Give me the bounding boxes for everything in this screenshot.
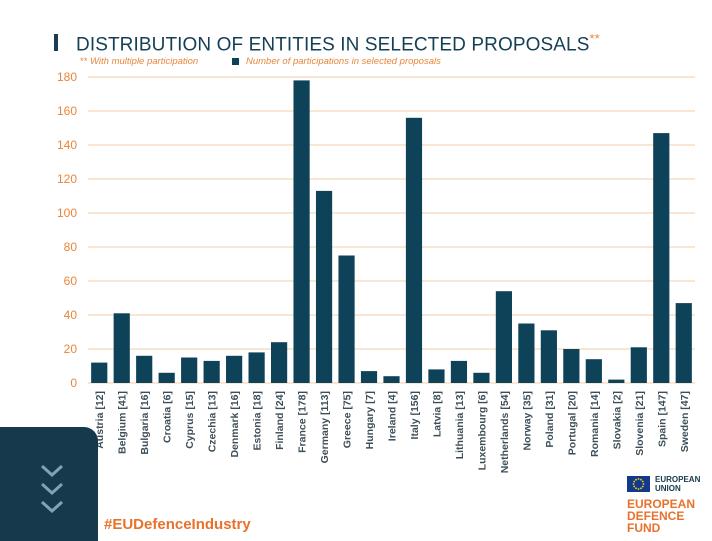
- x-tick-label: Estonia [18]: [252, 391, 264, 451]
- chart-title: DISTRIBUTION OF ENTITIES IN SELECTED PRO…: [76, 31, 600, 56]
- x-tick-label: Ireland [4]: [387, 391, 399, 441]
- eu-logo-text: EUROPEAN UNION: [655, 475, 705, 493]
- edf-line-3: FUND: [627, 521, 661, 535]
- bar: [338, 255, 355, 383]
- y-tick-label: 0: [70, 376, 77, 390]
- x-tick-label: Austria [12]: [94, 391, 106, 449]
- edf-logo-text: EUROPEAN DEFENCE FUND: [627, 498, 707, 534]
- bar: [473, 372, 490, 383]
- x-tick-label: Finland [24]: [274, 391, 286, 450]
- bar: [585, 359, 602, 383]
- x-tick-label: Cyprus [15]: [184, 391, 196, 449]
- x-tick-label: Lithuania [13]: [454, 391, 466, 459]
- x-tick-label: France [178]: [297, 391, 309, 453]
- x-tick-label: Slovenia [21]: [634, 391, 646, 456]
- bar: [675, 303, 692, 383]
- bar: [226, 355, 243, 383]
- bar: [315, 190, 333, 383]
- bar: [608, 379, 625, 383]
- bar: [563, 349, 580, 383]
- x-tick-label: Portugal [20]: [566, 391, 578, 455]
- eu-flag-icon: [627, 476, 650, 492]
- bar: [405, 117, 423, 384]
- x-tick-label: Bulgaria [16]: [139, 391, 151, 455]
- edf-line-2: DEFENCE: [627, 509, 685, 523]
- bar: [653, 133, 670, 383]
- bar: [181, 357, 198, 383]
- edf-line-1: EUROPEAN: [627, 497, 696, 511]
- bar: [203, 360, 220, 383]
- bar: [428, 369, 445, 383]
- title-accent-bar: [54, 34, 58, 51]
- bar: [293, 80, 310, 384]
- x-tick-label: Italy [156]: [409, 391, 421, 439]
- bar: [383, 376, 400, 383]
- bar: [91, 362, 108, 383]
- x-tick-label: Netherlands [54]: [499, 391, 511, 473]
- x-tick-label: Latvia [8]: [431, 391, 443, 437]
- hashtag-link[interactable]: #EUDefenceIndustry: [104, 516, 251, 533]
- x-tick-label: Norway [35]: [521, 391, 533, 451]
- bar: [360, 371, 378, 383]
- bar: [248, 352, 265, 383]
- x-tick-label: Greece [75]: [342, 391, 354, 448]
- x-tick-label: Germany [113]: [319, 391, 331, 463]
- y-tick-label: 160: [57, 104, 77, 118]
- eu-line-2: UNION: [655, 483, 681, 493]
- chevron-down-icon: [40, 501, 64, 513]
- legend-multiple: ** With multiple participation: [80, 56, 198, 67]
- y-tick-label: 60: [64, 274, 78, 288]
- bar: [270, 342, 288, 383]
- y-tick-label: 140: [57, 138, 77, 152]
- y-tick-label: 20: [64, 342, 78, 356]
- x-tick-label: Belgium [41]: [117, 391, 129, 454]
- y-tick-label: 40: [64, 308, 78, 322]
- title-text: DISTRIBUTION OF ENTITIES IN SELECTED PRO…: [76, 34, 590, 56]
- x-tick-label: Romania [14]: [589, 391, 601, 457]
- bar: [450, 360, 468, 383]
- chevron-down-icon: [40, 465, 64, 477]
- x-tick-label: Poland [31]: [544, 391, 556, 448]
- x-tick-label: Hungary [7]: [364, 391, 376, 449]
- legend-multiple-mark: **: [80, 56, 88, 67]
- y-tick-label: 180: [57, 70, 77, 84]
- x-tick-label: Luxembourg [6]: [476, 391, 488, 470]
- y-tick-label: 80: [64, 240, 78, 254]
- y-tick-label: 120: [57, 172, 77, 186]
- eu-line-1: EUROPEAN: [655, 475, 701, 484]
- footer-panel: [0, 427, 98, 541]
- bar: [136, 355, 153, 383]
- bar: [518, 323, 535, 383]
- bar: [158, 372, 175, 383]
- bar: [113, 313, 130, 383]
- title-mark: **: [589, 31, 600, 46]
- x-tick-label: Sweden [47]: [679, 391, 691, 452]
- bar: [495, 291, 513, 383]
- chevron-down-icon: [40, 483, 64, 495]
- x-tick-label: Czechia [13]: [207, 391, 219, 452]
- y-tick-label: 100: [57, 206, 77, 220]
- x-tick-label: Slovakia [2]: [611, 391, 623, 449]
- x-tick-label: Denmark [16]: [229, 391, 241, 458]
- x-tick-label: Spain [147]: [656, 391, 668, 447]
- legend-series-label: Number of participations in selected pro…: [246, 56, 441, 67]
- x-tick-label: Croatia [6]: [162, 391, 174, 443]
- legend-multiple-label: With multiple participation: [90, 56, 199, 67]
- legend-series-swatch: [232, 58, 239, 65]
- bar: [630, 347, 647, 383]
- bar: [540, 330, 557, 383]
